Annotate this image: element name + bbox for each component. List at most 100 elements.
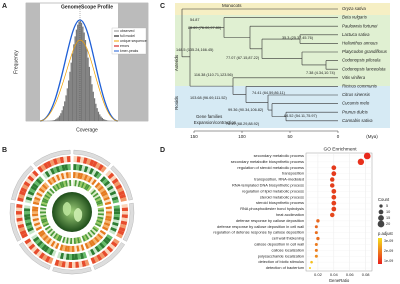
density-block bbox=[53, 175, 59, 182]
go-dot bbox=[329, 183, 335, 188]
term-label: regulation of defense response by callos… bbox=[213, 230, 304, 235]
density-block bbox=[93, 255, 100, 263]
go-dot bbox=[310, 260, 313, 264]
term-label: detection of biotic stimulus bbox=[258, 259, 304, 264]
density-block bbox=[40, 214, 47, 218]
clade-label: Asterids bbox=[174, 54, 179, 71]
density-block bbox=[110, 193, 118, 199]
density-block bbox=[108, 229, 116, 235]
legend-label: 15 bbox=[386, 216, 390, 220]
density-block bbox=[112, 238, 120, 245]
density-block bbox=[32, 182, 39, 189]
legend-expansion: Expansion/ bbox=[194, 120, 216, 125]
density-block bbox=[121, 214, 128, 219]
density-block bbox=[82, 251, 88, 259]
density-block bbox=[41, 201, 48, 206]
term-label: regulation of lipid metabolic process bbox=[242, 188, 304, 193]
go-dot bbox=[331, 194, 337, 200]
density-block bbox=[121, 217, 128, 222]
density-block bbox=[96, 233, 104, 240]
density-block bbox=[116, 232, 123, 239]
density-block bbox=[34, 224, 42, 229]
term-label: secondary metabolic process bbox=[254, 153, 304, 158]
species-label: Citrus sinensis bbox=[342, 92, 371, 97]
panel-title: GenomeScope Profile bbox=[61, 4, 113, 10]
density-block bbox=[85, 184, 91, 191]
density-block bbox=[108, 243, 116, 250]
density-block bbox=[41, 244, 48, 251]
density-block bbox=[21, 232, 28, 239]
density-block bbox=[41, 254, 48, 261]
legend-title: Count bbox=[378, 197, 390, 202]
density-block bbox=[92, 227, 99, 233]
density-block bbox=[26, 193, 34, 199]
density-block bbox=[32, 215, 39, 219]
density-block bbox=[77, 253, 82, 260]
panel-title: GO Enrichment bbox=[323, 146, 357, 152]
chromosome bbox=[110, 165, 133, 201]
density-block bbox=[74, 180, 78, 187]
density-block bbox=[72, 253, 76, 260]
flower-bell bbox=[62, 202, 72, 216]
density-block bbox=[16, 211, 23, 215]
density-block bbox=[104, 236, 112, 243]
density-block bbox=[96, 218, 104, 222]
density-block bbox=[103, 196, 110, 201]
legend-label: 3e-09 bbox=[384, 239, 393, 243]
panel-letter: D bbox=[160, 147, 165, 154]
density-block bbox=[44, 236, 51, 243]
density-block bbox=[87, 176, 93, 183]
go-dot bbox=[316, 236, 320, 241]
density-block bbox=[77, 180, 82, 188]
legend-title: Gene families bbox=[196, 114, 222, 119]
density-block bbox=[35, 226, 43, 231]
density-block bbox=[82, 157, 88, 165]
y-axis-label: Frequency bbox=[13, 50, 19, 74]
density-block bbox=[44, 194, 51, 199]
density-block bbox=[54, 233, 60, 240]
term-label: defense response by callose deposition bbox=[236, 218, 304, 223]
density-block bbox=[37, 176, 45, 183]
density-block bbox=[111, 224, 118, 230]
density-block bbox=[52, 241, 58, 249]
density-block bbox=[48, 257, 54, 265]
panel-letter: C bbox=[160, 3, 165, 10]
density-block bbox=[25, 178, 33, 185]
density-block bbox=[65, 237, 69, 244]
density-block bbox=[32, 217, 39, 222]
density-block bbox=[105, 170, 112, 177]
density-block bbox=[28, 188, 36, 194]
density-block bbox=[121, 207, 128, 212]
density-block bbox=[91, 169, 97, 176]
density-block bbox=[113, 213, 120, 218]
species-label: Vitis vinifera bbox=[342, 75, 366, 80]
go-dot bbox=[331, 200, 337, 206]
density-block bbox=[42, 235, 49, 241]
density-block bbox=[104, 198, 111, 203]
density-block bbox=[34, 238, 42, 245]
density-block bbox=[97, 214, 104, 218]
density-block bbox=[40, 163, 47, 171]
density-block bbox=[89, 229, 96, 236]
density-block bbox=[33, 220, 40, 224]
density-block bbox=[33, 180, 41, 187]
density-block bbox=[46, 247, 52, 254]
density-block bbox=[119, 193, 126, 199]
density-block bbox=[52, 166, 58, 174]
density-block bbox=[66, 156, 71, 163]
density-block bbox=[91, 228, 97, 234]
species-label: Oryza sativa bbox=[342, 6, 366, 11]
density-block bbox=[97, 211, 104, 214]
density-block bbox=[24, 211, 31, 215]
density-block bbox=[26, 224, 33, 230]
term-label: detection of bacterium bbox=[266, 265, 304, 270]
go-dot bbox=[331, 206, 337, 212]
density-block bbox=[86, 241, 92, 249]
species-label: Prunus dulcis bbox=[342, 109, 369, 114]
term-label: steroid biosynthetic process bbox=[256, 200, 304, 205]
density-block bbox=[16, 214, 23, 219]
density-block bbox=[45, 192, 52, 198]
density-block bbox=[113, 208, 120, 212]
density-block bbox=[24, 216, 31, 221]
